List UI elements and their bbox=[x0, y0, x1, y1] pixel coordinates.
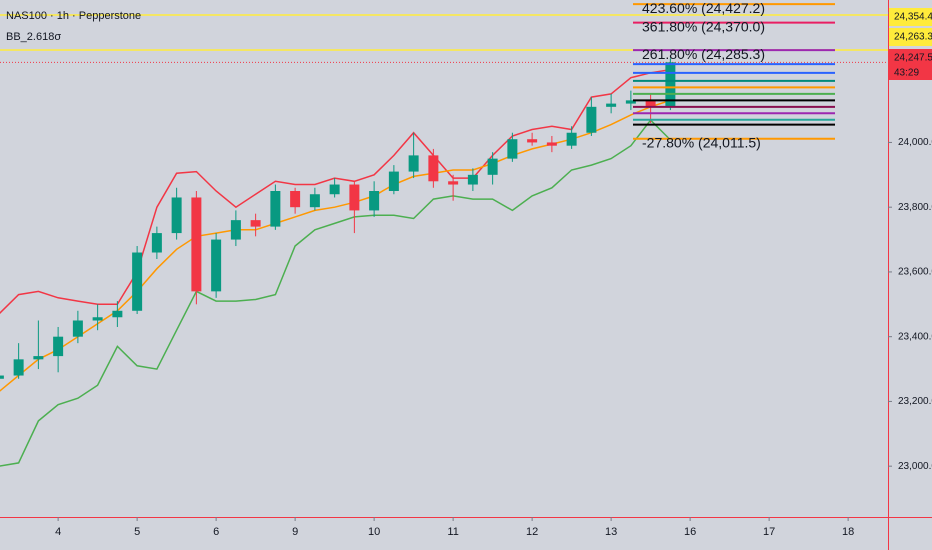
y-tick-label: 24,000.0 bbox=[898, 137, 932, 148]
candle-body bbox=[92, 317, 103, 321]
candle-body bbox=[112, 310, 123, 318]
fib-label: 361.80% (24,370.0) bbox=[642, 18, 765, 34]
countdown: 43:29 bbox=[894, 68, 919, 79]
candle-body bbox=[329, 184, 340, 195]
y-tick-label: 23,400.0 bbox=[898, 331, 932, 342]
x-tick-label: 17 bbox=[763, 526, 775, 538]
candle-body bbox=[0, 375, 4, 379]
candle-body bbox=[546, 142, 557, 146]
candle-body bbox=[13, 359, 24, 376]
x-tick-label: 12 bbox=[526, 526, 538, 538]
candle-body bbox=[270, 191, 281, 227]
y-tick-label: 23,200.0 bbox=[898, 396, 932, 407]
price-tag-label: 24,354.4 bbox=[894, 12, 932, 23]
candle-body bbox=[171, 197, 182, 234]
fib-label: 261.80% (24,285.3) bbox=[642, 46, 765, 62]
candle-body bbox=[349, 184, 360, 211]
candle-body bbox=[250, 220, 261, 227]
candle-body bbox=[527, 139, 538, 143]
candle-body bbox=[53, 336, 64, 357]
candle-body bbox=[388, 171, 399, 192]
chart-title: NAS100 · 1h · Pepperstone bbox=[6, 10, 141, 22]
candle-body bbox=[645, 100, 656, 107]
candle-body bbox=[606, 103, 617, 107]
candle-body bbox=[408, 155, 419, 172]
x-tick-label: 11 bbox=[447, 526, 458, 538]
candle-body bbox=[487, 158, 498, 175]
candle-body bbox=[230, 220, 241, 240]
indicator-label: BB_2.618σ bbox=[6, 31, 61, 43]
fib-label: -27.80% (24,011.5) bbox=[642, 134, 761, 150]
price-tag bbox=[889, 28, 932, 46]
band-line bbox=[0, 118, 671, 467]
candle-body bbox=[72, 320, 83, 337]
candle-body bbox=[507, 139, 518, 159]
candle-body bbox=[369, 191, 380, 211]
candle-body bbox=[132, 252, 143, 311]
x-tick-label: 10 bbox=[368, 526, 380, 538]
x-tick-label: 13 bbox=[605, 526, 617, 538]
price-tag bbox=[889, 49, 932, 80]
x-tick-label: 16 bbox=[684, 526, 696, 538]
y-tick-label: 23,000.0 bbox=[898, 461, 932, 472]
price-tag-label: 24,247.5 bbox=[894, 53, 932, 64]
candle-body bbox=[428, 155, 439, 182]
y-tick-label: 23,600.0 bbox=[898, 267, 932, 278]
x-tick-label: 6 bbox=[213, 526, 219, 538]
x-tick-label: 9 bbox=[292, 526, 298, 538]
x-tick-label: 5 bbox=[134, 526, 140, 538]
candle-body bbox=[467, 174, 478, 185]
candle-body bbox=[290, 191, 301, 208]
price-tag bbox=[889, 8, 932, 26]
band-line bbox=[0, 99, 671, 392]
candle-body bbox=[448, 181, 459, 185]
candle-body bbox=[211, 239, 222, 292]
candle-body bbox=[665, 62, 676, 107]
plot-area: 423.60% (24,427.2) 361.80% (24,370.0) 261.… bbox=[0, 0, 888, 467]
fib-label: 423.60% (24,427.2) bbox=[642, 0, 765, 16]
y-tick-label: 23,800.0 bbox=[898, 202, 932, 213]
price-tag-label: 24,263.3 bbox=[894, 32, 932, 43]
candle-body bbox=[33, 356, 44, 360]
candle-body bbox=[151, 233, 162, 253]
candle-body bbox=[625, 100, 636, 104]
candle-body bbox=[566, 132, 577, 146]
candle-body bbox=[309, 194, 320, 208]
x-tick-label: 4 bbox=[55, 526, 61, 538]
x-tick-label: 18 bbox=[842, 526, 854, 538]
candle-body bbox=[191, 197, 202, 292]
candle-body bbox=[586, 106, 597, 133]
